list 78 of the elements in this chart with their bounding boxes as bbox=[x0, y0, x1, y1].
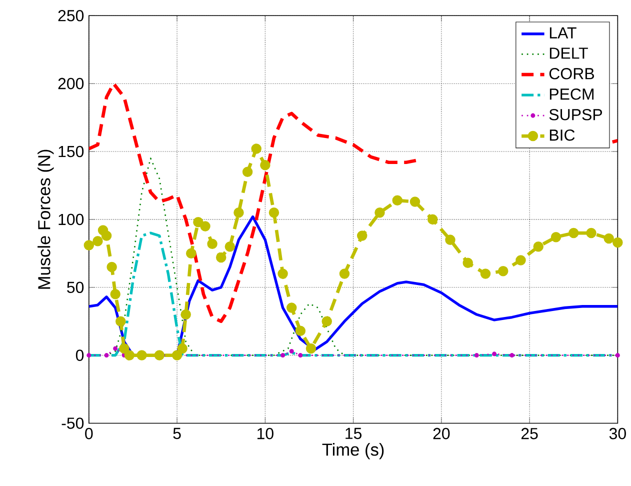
point bbox=[427, 214, 438, 224]
point bbox=[533, 241, 544, 252]
point bbox=[410, 196, 420, 207]
point bbox=[615, 352, 620, 358]
point bbox=[177, 343, 188, 354]
point bbox=[374, 207, 385, 218]
y-tick-label: 250 bbox=[58, 10, 84, 22]
point bbox=[356, 230, 368, 241]
point bbox=[136, 350, 147, 360]
legend-label: CORB bbox=[549, 68, 594, 80]
y-tick-label: 0 bbox=[76, 350, 84, 361]
point bbox=[101, 230, 112, 241]
point bbox=[295, 326, 306, 336]
point bbox=[92, 236, 103, 246]
legend-label: SUPSP bbox=[549, 108, 602, 120]
point bbox=[251, 144, 262, 154]
point bbox=[298, 352, 303, 358]
point bbox=[392, 195, 402, 206]
legend-label: LAT bbox=[550, 27, 576, 38]
x-tick-label: 25 bbox=[521, 428, 538, 440]
point bbox=[445, 234, 456, 245]
x-tick-label: 0 bbox=[85, 428, 93, 440]
point bbox=[278, 268, 288, 279]
x-tick-label: 10 bbox=[257, 428, 274, 440]
x-tick-label: 5 bbox=[173, 428, 181, 439]
point bbox=[550, 232, 562, 242]
legend-label: DELT bbox=[550, 48, 588, 59]
point bbox=[124, 350, 135, 360]
point bbox=[84, 240, 94, 250]
x-tick-label: 15 bbox=[346, 428, 362, 439]
point bbox=[480, 268, 491, 279]
y-tick-label: 50 bbox=[67, 282, 84, 293]
y-axis-title: Muscle Forces (N) bbox=[38, 150, 54, 289]
point bbox=[200, 221, 210, 232]
point bbox=[492, 352, 497, 356]
y-tick-label: -50 bbox=[62, 417, 84, 429]
legend-label: BIC bbox=[550, 129, 575, 141]
point bbox=[110, 288, 120, 300]
point bbox=[286, 302, 297, 313]
point bbox=[260, 160, 270, 170]
point bbox=[322, 316, 332, 326]
point bbox=[568, 228, 579, 238]
point bbox=[289, 348, 294, 354]
point bbox=[172, 350, 182, 360]
point bbox=[193, 216, 204, 228]
point bbox=[154, 350, 165, 360]
point bbox=[268, 207, 280, 218]
point bbox=[216, 252, 226, 263]
point bbox=[242, 166, 253, 177]
point bbox=[462, 258, 473, 268]
point bbox=[474, 352, 479, 358]
point bbox=[104, 352, 109, 358]
x-tick-label: 20 bbox=[433, 428, 450, 440]
point bbox=[280, 352, 286, 358]
point bbox=[224, 241, 236, 252]
point bbox=[234, 207, 244, 218]
point bbox=[306, 343, 316, 354]
point bbox=[612, 237, 623, 248]
point bbox=[207, 238, 218, 249]
point bbox=[586, 228, 596, 238]
point bbox=[86, 352, 92, 358]
point bbox=[119, 343, 130, 354]
x-axis-title: Time (s) bbox=[322, 442, 384, 460]
point bbox=[116, 316, 126, 326]
point bbox=[604, 233, 614, 244]
point bbox=[339, 268, 350, 279]
point bbox=[498, 266, 508, 276]
x-tick-label: 30 bbox=[609, 428, 626, 440]
point bbox=[516, 254, 526, 266]
point bbox=[106, 262, 117, 272]
y-tick-label: 150 bbox=[58, 146, 84, 158]
point bbox=[510, 352, 514, 358]
y-tick-label: 200 bbox=[58, 78, 84, 90]
y-tick-label: 100 bbox=[58, 214, 84, 226]
point bbox=[113, 346, 118, 351]
point bbox=[186, 248, 196, 258]
legend-label: PECM bbox=[550, 88, 594, 100]
point bbox=[180, 309, 191, 320]
